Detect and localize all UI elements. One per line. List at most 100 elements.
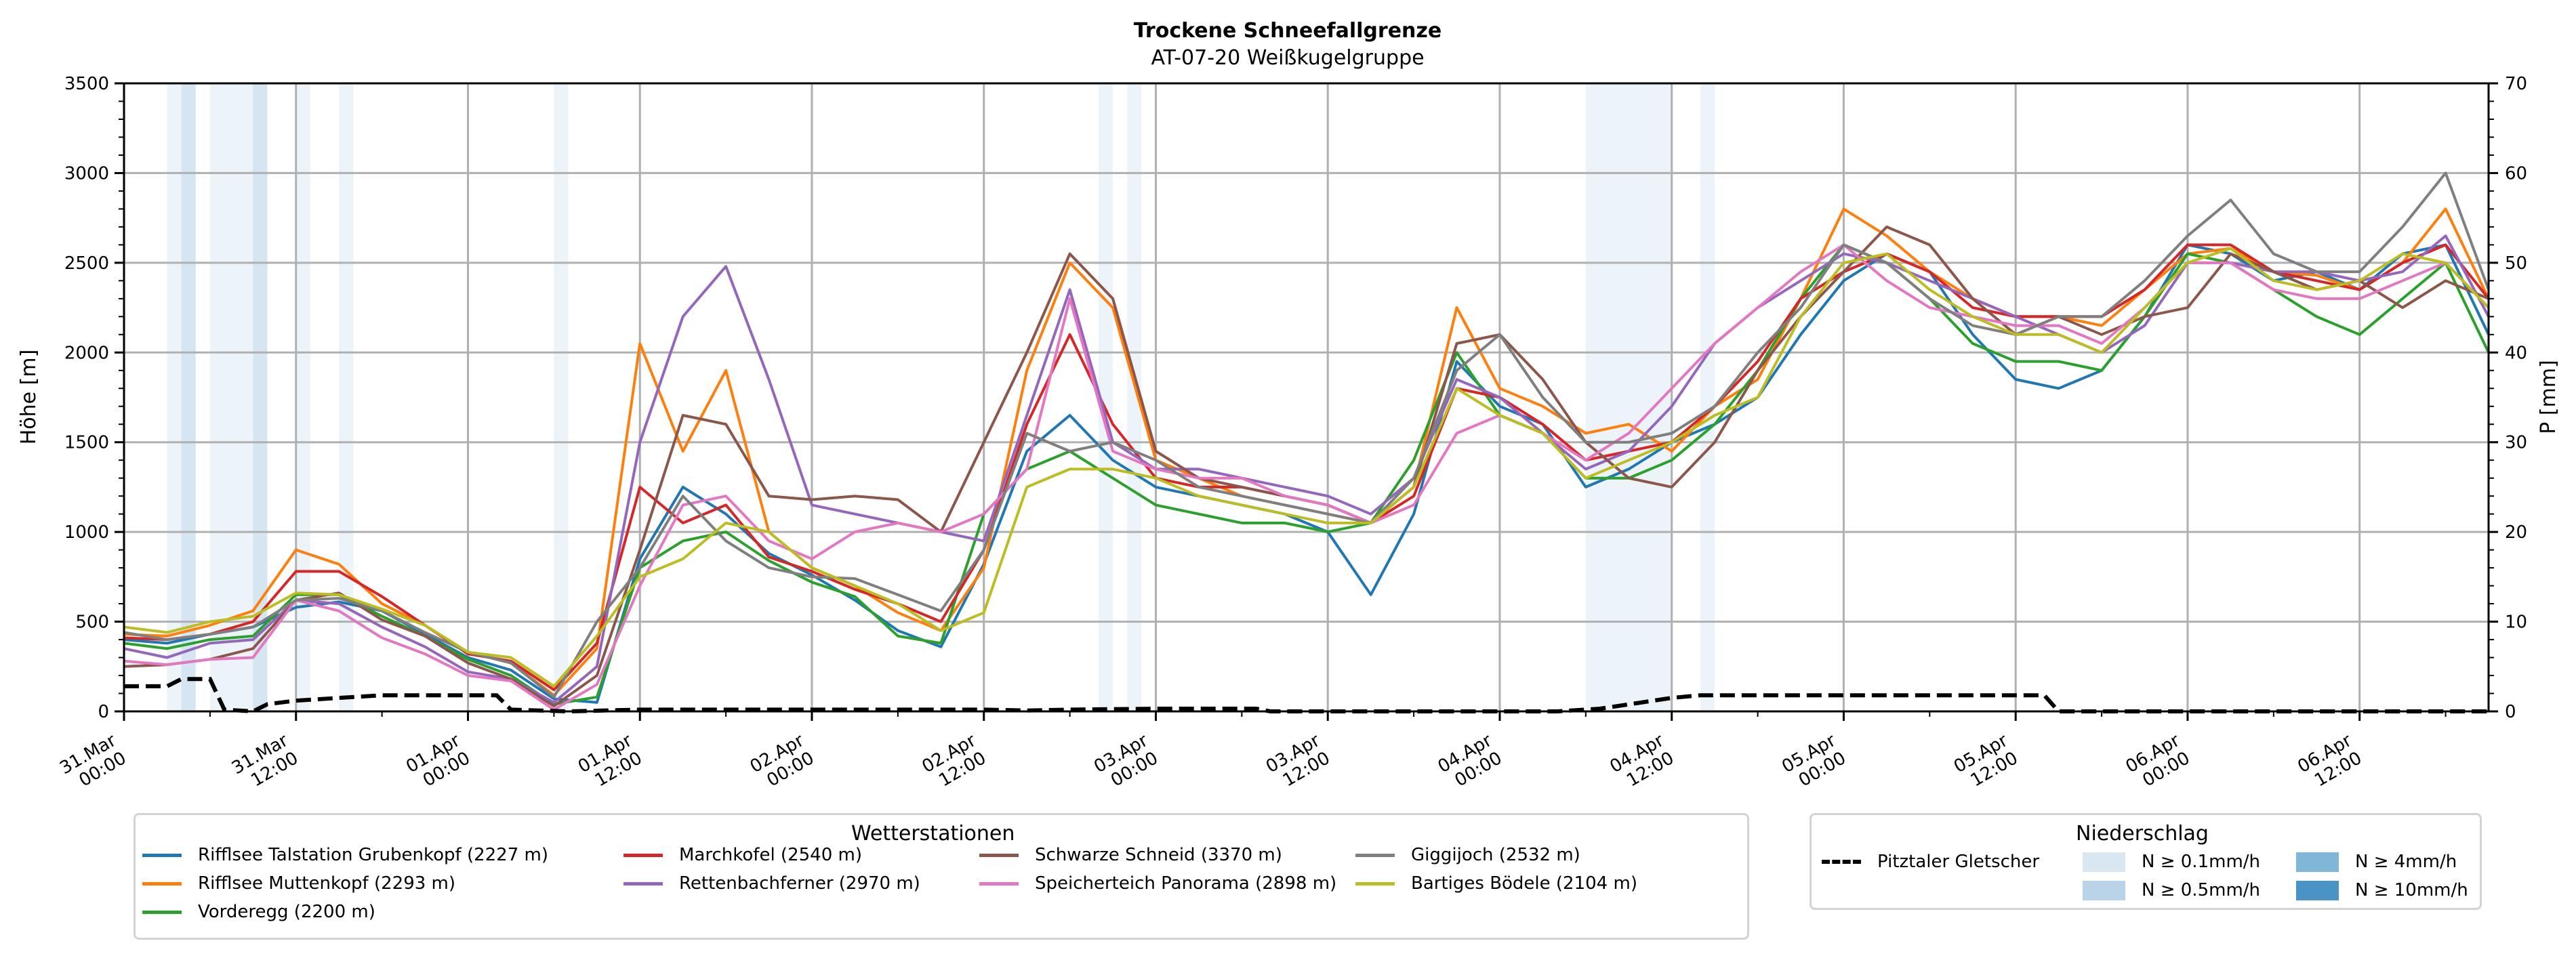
y2-axis-label: P [mm] bbox=[2537, 360, 2560, 434]
chart-subtitle: AT-07-20 Weißkugelgruppe bbox=[1151, 46, 1424, 70]
precip-band bbox=[209, 83, 253, 711]
legend-item-precip-level: N ≥ 4mm/h bbox=[2296, 852, 2457, 872]
precip-band bbox=[1700, 83, 1715, 711]
legend-label: Rettenbachferner (2970 m) bbox=[679, 873, 920, 894]
legend-label: Vorderegg (2200 m) bbox=[198, 902, 375, 922]
legend-item-station: Marchkofel (2540 m) bbox=[623, 845, 862, 865]
y2-tick-label: 50 bbox=[2505, 253, 2527, 274]
series-line bbox=[123, 243, 2490, 706]
precip-band bbox=[295, 83, 310, 711]
chart-title: Trockene Schneefallgrenze bbox=[1134, 19, 1442, 43]
y-tick-label: 1500 bbox=[64, 433, 109, 453]
x-tick-label: 03.Apr00:00 bbox=[1090, 730, 1162, 795]
precip-line bbox=[124, 677, 2489, 714]
legend-label: N ≥ 0.5mm/h bbox=[2142, 880, 2261, 900]
legend-item-station: Bartiges Bödele (2104 m) bbox=[1355, 873, 1637, 894]
legend-stations-title: Wetterstationen bbox=[851, 822, 1015, 846]
legend-label: Schwarze Schneid (3370 m) bbox=[1035, 845, 1282, 865]
legend-item-precip-level: N ≥ 10mm/h bbox=[2296, 880, 2468, 900]
x-tick-label: 31.Mar00:00 bbox=[56, 730, 130, 796]
x-tick-label: 31.Mar12:00 bbox=[228, 730, 302, 796]
precip-band bbox=[253, 83, 268, 711]
series-lines bbox=[123, 171, 2490, 711]
line-swatch bbox=[1355, 853, 1395, 857]
x-axis: 31.Mar00:00 31.Mar12:00 01.Apr00:00 01.Apr1… bbox=[56, 711, 2447, 796]
y2-tick-label: 60 bbox=[2505, 163, 2527, 184]
color-swatch bbox=[2083, 880, 2125, 900]
precip-band bbox=[167, 83, 182, 711]
legend-item-station: Rettenbachferner (2970 m) bbox=[623, 873, 920, 894]
color-swatch bbox=[2083, 852, 2125, 872]
color-swatch bbox=[2296, 880, 2339, 900]
color-swatch bbox=[2296, 852, 2339, 872]
line-swatch bbox=[979, 881, 1019, 886]
precip-band bbox=[1127, 83, 1142, 711]
plot-frame bbox=[123, 82, 2490, 713]
y2-tick-label: 0 bbox=[2505, 702, 2516, 722]
y-tick-label: 0 bbox=[98, 702, 109, 722]
series-line bbox=[123, 243, 2490, 692]
y-tick-label: 1000 bbox=[64, 522, 109, 543]
series-line bbox=[123, 247, 2490, 688]
legend-label: Rifflsee Muttenkopf (2293 m) bbox=[198, 873, 456, 894]
legend-label: N ≥ 10mm/h bbox=[2355, 880, 2468, 900]
legend-label: Marchkofel (2540 m) bbox=[679, 845, 862, 865]
series-line bbox=[123, 234, 2490, 704]
legend-stations: Wetterstationen Rifflsee Talstation Grub… bbox=[134, 813, 1749, 940]
legend-precip-title: Niederschlag bbox=[2076, 822, 2209, 846]
series-line bbox=[123, 171, 2490, 699]
x-tick-label: 02.Apr00:00 bbox=[747, 730, 818, 795]
x-tick-label: 06.Apr00:00 bbox=[2123, 730, 2194, 795]
line-swatch bbox=[623, 853, 663, 857]
line-swatch bbox=[1355, 881, 1395, 886]
legend-label: N ≥ 0.1mm/h bbox=[2142, 852, 2261, 872]
y2-tick-label: 20 bbox=[2505, 522, 2527, 543]
legend-label: Giggijoch (2532 m) bbox=[1411, 845, 1580, 865]
legend-item-precip-level: N ≥ 0.1mm/h bbox=[2083, 852, 2260, 872]
y-tick-label: 3000 bbox=[64, 163, 109, 184]
y2-tick-label: 30 bbox=[2505, 433, 2527, 453]
legend-label: N ≥ 4mm/h bbox=[2355, 852, 2457, 872]
precip-band bbox=[1098, 83, 1113, 711]
dashed-line-swatch bbox=[1822, 860, 1861, 864]
y2-tick-label: 70 bbox=[2505, 74, 2527, 94]
x-tick-label: 04.Apr12:00 bbox=[1606, 730, 1677, 795]
line-swatch bbox=[623, 881, 663, 886]
y-tick-label: 500 bbox=[75, 612, 109, 633]
x-tick-label: 02.Apr12:00 bbox=[918, 730, 989, 795]
legend-item-station: Vorderegg (2200 m) bbox=[142, 902, 375, 922]
line-swatch bbox=[979, 853, 1019, 857]
y-tick-label: 3500 bbox=[64, 74, 109, 94]
precip-band bbox=[339, 83, 354, 711]
legend-label: Rifflsee Talstation Grubenkopf (2227 m) bbox=[198, 845, 549, 865]
precip-band bbox=[1585, 83, 1672, 711]
legend-label: Pitztaler Gletscher bbox=[1877, 852, 2040, 872]
line-swatch bbox=[142, 881, 182, 886]
legend-item-station: Rifflsee Muttenkopf (2293 m) bbox=[142, 873, 455, 894]
x-tick-label: 03.Apr12:00 bbox=[1263, 730, 1334, 795]
precip-band bbox=[554, 83, 569, 711]
legend-label: Speicherteich Panorama (2898 m) bbox=[1035, 873, 1337, 894]
series-line bbox=[123, 243, 2490, 711]
legend-item-station: Giggijoch (2532 m) bbox=[1355, 845, 1580, 865]
grid bbox=[124, 83, 2489, 711]
y-tick-label: 2500 bbox=[64, 253, 109, 274]
y2-tick-label: 10 bbox=[2505, 612, 2527, 633]
y-tick-label: 2000 bbox=[64, 343, 109, 363]
precip-band bbox=[181, 83, 196, 711]
legend-label: Bartiges Bödele (2104 m) bbox=[1411, 873, 1637, 894]
x-tick-label: 01.Apr00:00 bbox=[403, 730, 474, 795]
precip-line-group bbox=[124, 677, 2489, 714]
x-tick-label: 05.Apr00:00 bbox=[1778, 730, 1849, 795]
legend-item-pitztaler: Pitztaler Gletscher bbox=[1822, 852, 2039, 872]
x-tick-label: 06.Apr12:00 bbox=[2294, 730, 2365, 795]
line-swatch bbox=[142, 853, 182, 857]
x-tick-label: 04.Apr00:00 bbox=[1435, 730, 1506, 795]
x-tick-label: 05.Apr12:00 bbox=[1950, 730, 2022, 795]
y2-tick-label: 40 bbox=[2505, 343, 2527, 363]
y-axis-label: Höhe [m] bbox=[17, 350, 41, 445]
x-tick-label: 01.Apr12:00 bbox=[575, 730, 646, 795]
line-swatch bbox=[142, 910, 182, 914]
legend-item-precip-level: N ≥ 0.5mm/h bbox=[2083, 880, 2260, 900]
